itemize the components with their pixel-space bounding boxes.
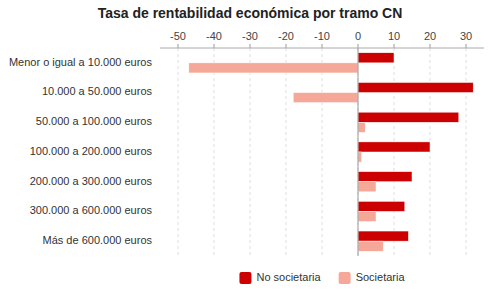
tick-mark xyxy=(322,44,323,48)
tick-mark xyxy=(430,44,431,48)
axis-line xyxy=(160,48,484,49)
bar xyxy=(189,63,358,73)
bar xyxy=(358,112,459,122)
legend-label: Societaria xyxy=(356,271,406,283)
grid-line xyxy=(214,48,215,256)
bar xyxy=(358,82,473,92)
grid-line xyxy=(178,48,179,256)
tick-label: 10 xyxy=(388,30,400,42)
legend: No societaria Societaria xyxy=(239,271,405,284)
bar xyxy=(358,211,376,221)
bars xyxy=(189,53,473,251)
tick-label: -50 xyxy=(170,30,186,42)
y-axis: Menor o igual a 10.000 euros 10.000 a 50.… xyxy=(9,56,153,246)
bar xyxy=(358,182,376,192)
bar xyxy=(358,241,383,251)
x-axis: -50 -40 -30 -20 -10 0 10 20 30 xyxy=(160,30,484,48)
grid-line xyxy=(322,48,323,256)
tick-label: -30 xyxy=(242,30,258,42)
bar xyxy=(358,152,362,162)
bar xyxy=(358,231,408,241)
grid-line xyxy=(286,48,287,256)
grid-line xyxy=(466,48,467,256)
grid-line xyxy=(358,48,359,256)
title: Tasa de rentabilidad económica por tramo… xyxy=(98,5,403,21)
legend-label: No societaria xyxy=(256,271,321,283)
category-label: 100.000 a 200.000 euros xyxy=(30,145,153,157)
tick-label: 0 xyxy=(355,30,361,42)
chart: Tasa de rentabilidad económica por tramo… xyxy=(0,0,500,300)
category-label: Más de 600.000 euros xyxy=(43,234,153,246)
tick-label: -10 xyxy=(314,30,330,42)
tick-label: -40 xyxy=(206,30,222,42)
category-label: 300.000 a 600.000 euros xyxy=(30,204,153,216)
bar xyxy=(358,53,394,63)
tick-mark xyxy=(250,44,251,48)
legend-swatch xyxy=(339,272,351,284)
tick-mark xyxy=(178,44,179,48)
tick-mark xyxy=(394,44,395,48)
zero-line xyxy=(358,48,359,256)
tick-mark xyxy=(214,44,215,48)
bar xyxy=(358,172,412,182)
tick-label: -20 xyxy=(278,30,294,42)
bar xyxy=(358,201,405,211)
tick-mark xyxy=(286,44,287,48)
category-label: 10.000 a 50.000 euros xyxy=(42,85,153,97)
tick-mark xyxy=(358,44,359,48)
category-label: Menor o igual a 10.000 euros xyxy=(9,56,153,68)
legend-swatch xyxy=(239,272,251,284)
category-label: 200.000 a 300.000 euros xyxy=(30,175,153,187)
bar xyxy=(293,93,358,103)
tick-label: 20 xyxy=(424,30,436,42)
bar xyxy=(358,122,365,132)
tick-mark xyxy=(466,44,467,48)
tick-label: 30 xyxy=(460,30,472,42)
grid-line xyxy=(250,48,251,256)
category-label: 50.000 a 100.000 euros xyxy=(36,115,153,127)
bar xyxy=(358,142,430,152)
grid xyxy=(178,48,466,256)
